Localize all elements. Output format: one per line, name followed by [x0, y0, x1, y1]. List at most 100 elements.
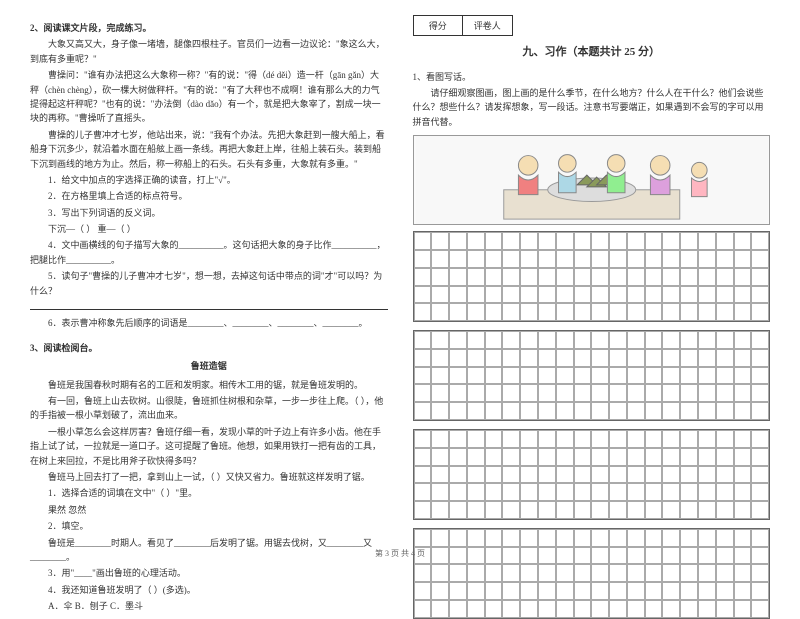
writing-grid-cell	[698, 402, 716, 420]
q2-p2: 曹操问："谁有办法把这么大象称一称？"有的说："得（dé děi）造一杆（gān…	[30, 68, 388, 126]
writing-grid-cell	[734, 232, 752, 250]
q2-sub5: 5．读句子"曹操的儿子曹冲才七岁"，想一想，去掉这句话中带点的词"才"可以吗？为…	[30, 269, 388, 298]
writing-grid-cell	[609, 501, 627, 519]
writing-grid-cell	[520, 303, 538, 321]
writing-grid-cell	[431, 582, 449, 600]
writing-grid-cell	[662, 349, 680, 367]
writing-grid-cell	[520, 367, 538, 385]
writing-grid-cell	[520, 402, 538, 420]
writing-grid-cell	[502, 448, 520, 466]
writing-grid-cell	[645, 349, 663, 367]
writing-grid-cell	[449, 564, 467, 582]
writing-grid-cell	[467, 582, 485, 600]
writing-grid-cell	[591, 564, 609, 582]
writing-grid-cell	[485, 582, 503, 600]
q2-p1: 大象又高又大，身子像一堵墙，腿像四根柱子。官员们一边看一边议论："象这么大，到底…	[30, 37, 388, 66]
writing-grid-cell	[485, 384, 503, 402]
writing-grid-cell	[716, 250, 734, 268]
writing-grid-cell	[751, 286, 769, 304]
writing-grid-cell	[716, 430, 734, 448]
writing-grid-cell	[538, 286, 556, 304]
writing-grid-cell	[538, 466, 556, 484]
writing-grid-cell	[645, 448, 663, 466]
writing-grid-cell	[467, 367, 485, 385]
writing-grid-cell	[485, 564, 503, 582]
writing-grid-cell	[734, 402, 752, 420]
writing-grid-cell	[716, 232, 734, 250]
q2-sub3a: 下沉—（ ） 重—（ ）	[30, 222, 388, 236]
q2-p3: 曹操的儿子曹冲才七岁，他站出来，说："我有个办法。先把大象赶到一艘大船上，看船身…	[30, 128, 388, 171]
writing-grid-cell	[574, 582, 592, 600]
writing-grid-cell	[520, 286, 538, 304]
writing-grid-block	[413, 231, 771, 322]
writing-grid-cell	[734, 483, 752, 501]
writing-grid-cell	[431, 501, 449, 519]
writing-grid-cell	[414, 466, 432, 484]
writing-grid-cell	[662, 582, 680, 600]
writing-grid-cell	[520, 349, 538, 367]
writing-grid-cell	[591, 402, 609, 420]
writing-grid-cell	[734, 448, 752, 466]
writing-grid-cell	[751, 466, 769, 484]
writing-grid-cell	[520, 483, 538, 501]
writing-grid-cell	[751, 430, 769, 448]
writing-grid-cell	[520, 600, 538, 618]
writing-grid-cell	[449, 466, 467, 484]
writing-grid-cell	[751, 564, 769, 582]
writing-grid-cell	[698, 582, 716, 600]
writing-grid-cell	[698, 384, 716, 402]
writing-grid-cell	[680, 268, 698, 286]
writing-grid-cell	[734, 466, 752, 484]
writing-grid-cell	[502, 303, 520, 321]
writing-grid-cell	[645, 529, 663, 547]
q1-title: 1、看图写话。	[413, 70, 771, 84]
q3-title: 3、阅读检阅台。	[30, 341, 388, 355]
writing-grid-cell	[414, 250, 432, 268]
writing-grid-cell	[645, 268, 663, 286]
writing-grid-cell	[680, 448, 698, 466]
writing-grid-cell	[645, 286, 663, 304]
left-column: 2、阅读课文片段，完成练习。 大象又高又大，身子像一堵墙，腿像四根柱子。官员们一…	[20, 15, 398, 535]
writing-grid-cell	[751, 483, 769, 501]
writing-grid-cell	[751, 600, 769, 618]
writing-grid-cell	[556, 466, 574, 484]
writing-grid-cell	[538, 268, 556, 286]
writing-grid-cell	[520, 564, 538, 582]
family-zongzi-illustration	[414, 136, 770, 224]
writing-grid-cell	[627, 349, 645, 367]
writing-grid-cell	[645, 331, 663, 349]
writing-grid-cell	[574, 250, 592, 268]
writing-grid-cell	[574, 303, 592, 321]
writing-grid-cell	[485, 430, 503, 448]
score-label-b: 评卷人	[463, 16, 512, 35]
writing-grid-cell	[751, 501, 769, 519]
writing-grid-cell	[485, 286, 503, 304]
writing-grid-cell	[609, 349, 627, 367]
writing-grid-cell	[502, 349, 520, 367]
writing-grid-cell	[716, 600, 734, 618]
writing-grid-cell	[734, 529, 752, 547]
writing-grid-cell	[662, 564, 680, 582]
writing-grid-cell	[698, 367, 716, 385]
writing-grid-cell	[449, 331, 467, 349]
writing-grid-cell	[734, 564, 752, 582]
q2-blank-line	[30, 300, 388, 314]
writing-grids	[413, 231, 771, 619]
writing-grid-cell	[698, 303, 716, 321]
writing-grid-cell	[662, 286, 680, 304]
writing-grid-cell	[751, 349, 769, 367]
writing-grid-cell	[627, 483, 645, 501]
writing-grid-cell	[609, 564, 627, 582]
writing-grid-cell	[520, 582, 538, 600]
writing-grid-cell	[467, 384, 485, 402]
writing-grid-cell	[414, 529, 432, 547]
writing-grid-cell	[591, 430, 609, 448]
writing-grid-cell	[591, 331, 609, 349]
writing-grid-cell	[414, 303, 432, 321]
q3-sub3: 3．用"____"画出鲁班的心理活动。	[30, 566, 388, 580]
writing-grid-cell	[751, 582, 769, 600]
writing-grid-cell	[538, 232, 556, 250]
writing-grid-cell	[751, 402, 769, 420]
writing-grid-cell	[698, 232, 716, 250]
writing-grid-cell	[431, 466, 449, 484]
